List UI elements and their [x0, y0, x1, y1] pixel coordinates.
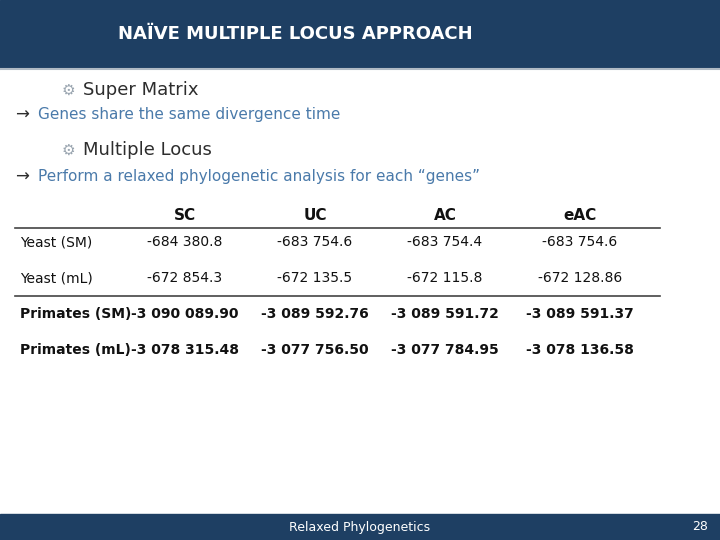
Text: →: → — [15, 168, 29, 186]
Text: UC: UC — [303, 207, 327, 222]
Text: -3 089 591.37: -3 089 591.37 — [526, 307, 634, 321]
Text: Primates (SM): Primates (SM) — [20, 307, 131, 321]
Text: Super Matrix: Super Matrix — [83, 81, 199, 99]
Text: -683 754.6: -683 754.6 — [277, 235, 353, 249]
Text: -683 754.4: -683 754.4 — [408, 235, 482, 249]
Text: -683 754.6: -683 754.6 — [542, 235, 618, 249]
Text: Yeast (SM): Yeast (SM) — [20, 235, 92, 249]
Bar — [0, 0, 720, 68]
Text: -672 128.86: -672 128.86 — [538, 271, 622, 285]
Text: -3 090 089.90: -3 090 089.90 — [131, 307, 239, 321]
Bar — [0, 514, 720, 540]
Text: -3 089 591.72: -3 089 591.72 — [391, 307, 499, 321]
Text: -3 077 756.50: -3 077 756.50 — [261, 343, 369, 357]
Text: Perform a relaxed phylogenetic analysis for each “genes”: Perform a relaxed phylogenetic analysis … — [38, 170, 480, 185]
Text: Genes share the same divergence time: Genes share the same divergence time — [38, 107, 341, 123]
Text: Primates (mL): Primates (mL) — [20, 343, 131, 357]
Text: -684 380.8: -684 380.8 — [148, 235, 222, 249]
Text: -3 077 784.95: -3 077 784.95 — [391, 343, 499, 357]
Text: ⚙: ⚙ — [61, 83, 75, 98]
Text: -3 078 136.58: -3 078 136.58 — [526, 343, 634, 357]
Bar — [0, 70, 720, 514]
Text: 28: 28 — [692, 521, 708, 534]
Text: AC: AC — [433, 207, 456, 222]
Text: -3 078 315.48: -3 078 315.48 — [131, 343, 239, 357]
Text: Yeast (mL): Yeast (mL) — [20, 271, 93, 285]
Text: NAÏVE MULTIPLE LOCUS APPROACH: NAÏVE MULTIPLE LOCUS APPROACH — [118, 25, 472, 43]
Text: ⚙: ⚙ — [61, 143, 75, 158]
Text: -672 135.5: -672 135.5 — [277, 271, 353, 285]
Text: Relaxed Phylogenetics: Relaxed Phylogenetics — [289, 521, 431, 534]
Text: →: → — [15, 106, 29, 124]
Text: -672 854.3: -672 854.3 — [148, 271, 222, 285]
Text: Multiple Locus: Multiple Locus — [83, 141, 212, 159]
Text: SC: SC — [174, 207, 196, 222]
Text: -3 089 592.76: -3 089 592.76 — [261, 307, 369, 321]
Text: eAC: eAC — [563, 207, 597, 222]
Text: -672 115.8: -672 115.8 — [408, 271, 482, 285]
